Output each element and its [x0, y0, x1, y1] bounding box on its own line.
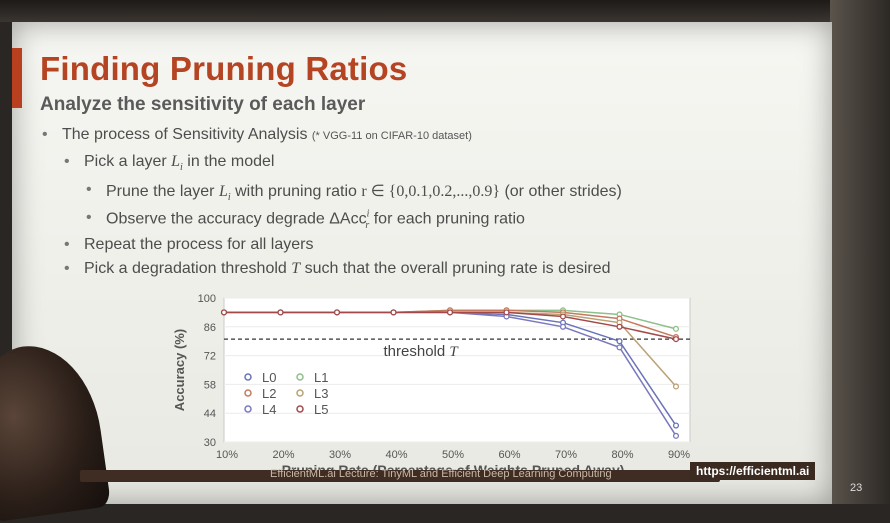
legend-label-l1: L1 [314, 370, 328, 385]
x-tick-label: 30% [329, 449, 351, 461]
bullet-dot-icon: • [86, 209, 92, 226]
bullet-dot-icon: • [64, 153, 70, 170]
delta-acc-superscript: i [366, 209, 370, 220]
legend-marker-l0 [244, 373, 252, 381]
bullet-observe-accuracy: • Observe the accuracy degrade ΔAccir fo… [86, 209, 525, 231]
data-point-l0 [672, 422, 680, 429]
threshold-label: threshold T [384, 343, 460, 360]
data-point-l4 [672, 432, 680, 439]
x-tick-label: 90% [668, 449, 690, 461]
data-point-l5 [503, 309, 510, 316]
bullet-sensitivity-analysis: • The process of Sensitivity Analysis (*… [42, 126, 472, 144]
bullet-repeat-process: • Repeat the process for all layers [64, 236, 314, 254]
y-tick-label: 44 [204, 408, 216, 420]
layer-variable: L [218, 183, 228, 200]
x-tick-label: 10% [216, 449, 238, 461]
x-tick-label: 50% [442, 449, 464, 461]
legend-marker-l5 [296, 405, 304, 413]
sensitivity-chart: 100 86 72 58 44 30 10% 20% 30% 40% 50% 60% 70% 80% 90… [172, 293, 691, 478]
data-point-l0 [616, 338, 623, 345]
footer-lecture-bar: EfficientML.ai Lecture: TinyML and Effic… [80, 468, 720, 482]
y-tick-label: 86 [204, 322, 216, 334]
footer-url[interactable]: https://efficientml.ai [690, 462, 816, 480]
legend-marker-l1 [296, 373, 304, 381]
legend-label-l5: L5 [314, 402, 328, 417]
delta-acc-subscript: r [365, 219, 370, 231]
bullet-prune-layer: • Prune the layer Li with pruning ratio … [86, 181, 622, 204]
bullet-text: Pick a layer [84, 153, 172, 170]
y-tick-label: 30 [204, 437, 216, 449]
legend-marker-l3 [296, 389, 304, 397]
data-point-l1 [672, 325, 680, 332]
bullet-text: Observe the accuracy degrade [106, 210, 330, 228]
dataset-note: (* VGG-11 on CIFAR-10 dataset) [311, 130, 472, 142]
threshold-variable: T [291, 260, 301, 277]
data-point-l3 [672, 383, 680, 390]
bullet-text: (or other strides) [500, 183, 622, 200]
room-background-top [0, 0, 890, 22]
ratio-set-math: r ∈ {0,0.1,0.2,...,0.9} [361, 183, 500, 200]
legend-label-l4: L4 [262, 402, 276, 417]
bullet-text: Prune the layer [106, 183, 219, 200]
chart-legend: L0 L1 L2 L3 L4 L5 [244, 370, 328, 417]
x-tick-label: 20% [272, 449, 294, 461]
footer-lecture-text: EfficientML.ai Lecture: TinyML and Effic… [270, 468, 612, 480]
y-tick-label: 58 [204, 379, 216, 391]
legend-marker-l4 [244, 405, 252, 413]
layer-subscript: i [227, 192, 231, 204]
bullet-pick-layer: • Pick a layer Li in the model [64, 153, 275, 174]
layer-variable: L [171, 153, 181, 170]
bullet-text: Pick a degradation threshold [84, 260, 292, 277]
x-tick-label: 70% [555, 449, 577, 461]
title-accent-bar [12, 48, 22, 108]
data-point-l5 [616, 323, 623, 330]
data-point-l5 [446, 309, 454, 316]
bullet-text: for each pruning ratio [369, 210, 525, 228]
data-point-l5 [559, 313, 567, 320]
bullet-text: such that the overall pruning rate is de… [300, 260, 611, 277]
legend-label-l2: L2 [262, 386, 276, 401]
x-tick-label: 40% [385, 449, 407, 461]
slide-subtitle: Analyze the sensitivity of each layer [40, 94, 366, 115]
data-point-l5 [333, 309, 341, 316]
slide-title: Finding Pruning Ratios [40, 50, 408, 87]
data-point-l5 [220, 309, 228, 316]
bullet-dot-icon: • [64, 260, 70, 277]
data-point-l5 [277, 309, 284, 316]
data-point-l4 [559, 323, 567, 330]
room-background-right [830, 0, 890, 504]
y-tick-label: 72 [204, 351, 216, 363]
legend-marker-l2 [244, 389, 252, 397]
legend-label-l3: L3 [314, 386, 328, 401]
x-tick-label: 80% [611, 449, 633, 461]
bullet-text: in the model [182, 153, 275, 170]
delta-acc-math: ΔAcc [329, 210, 367, 228]
data-point-l4 [616, 344, 623, 351]
legend-label-l0: L0 [262, 370, 276, 385]
bullet-text: Repeat the process for all layers [84, 236, 314, 253]
data-point-l5 [672, 336, 680, 343]
x-tick-label: 60% [498, 449, 520, 461]
bullet-pick-threshold: • Pick a degradation threshold T such th… [64, 260, 611, 278]
y-axis-label: Accuracy (%) [172, 329, 187, 411]
bullet-dot-icon: • [86, 181, 92, 198]
bullet-text: with pruning ratio [230, 183, 362, 200]
layer-subscript: i [180, 162, 183, 174]
page-number: 23 [850, 482, 863, 494]
y-tick-label: 100 [198, 293, 216, 305]
bullet-text: The process of Sensitivity Analysis [62, 126, 308, 143]
data-point-l5 [390, 309, 397, 316]
bullet-dot-icon: • [42, 126, 48, 143]
bullet-dot-icon: • [64, 236, 70, 253]
